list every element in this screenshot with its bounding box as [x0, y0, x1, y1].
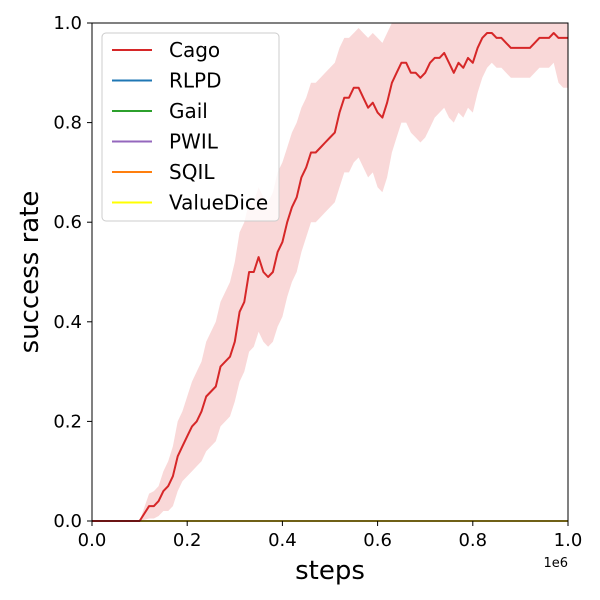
band-cago: [92, 23, 568, 521]
x-tick-label: 1.0: [554, 530, 583, 551]
legend-label-rlpd: RLPD: [169, 69, 222, 93]
x-tick-label: 0.6: [363, 530, 392, 551]
legend-label-valuedice: ValueDice: [169, 191, 268, 215]
confidence-bands: [92, 23, 568, 521]
x-tick-label: 0.4: [268, 530, 297, 551]
x-tick-label: 0.2: [173, 530, 202, 551]
legend-label-gail: Gail: [169, 99, 208, 123]
y-axis: 0.0 0.2 0.4 0.6 0.8 1.0: [53, 13, 92, 532]
legend-label-cago: Cago: [169, 38, 220, 62]
y-tick-label: 0.4: [53, 312, 82, 333]
x-tick-label: 0.0: [78, 530, 107, 551]
x-axis-label: steps: [295, 556, 365, 586]
series-line-cago: [92, 32, 568, 522]
x-tick-label: 0.8: [458, 530, 487, 551]
legend-label-sqil: SQIL: [169, 160, 215, 184]
y-tick-label: 1.0: [53, 13, 82, 34]
x-axis: 0.0 0.2 0.4 0.6 0.8 1.0: [78, 521, 583, 551]
legend-label-pwil: PWIL: [169, 130, 219, 154]
y-tick-label: 0.2: [53, 411, 82, 432]
plot-frame: [91, 22, 569, 522]
y-tick-label: 0.8: [53, 113, 82, 134]
legend: Cago RLPD Gail PWIL SQIL ValueDice: [101, 32, 280, 222]
y-tick-label: 0.6: [53, 212, 82, 233]
y-tick-label: 0.0: [53, 511, 82, 532]
x-offset-label: 1e6: [543, 556, 568, 571]
y-axis-label: success rate: [15, 191, 45, 354]
